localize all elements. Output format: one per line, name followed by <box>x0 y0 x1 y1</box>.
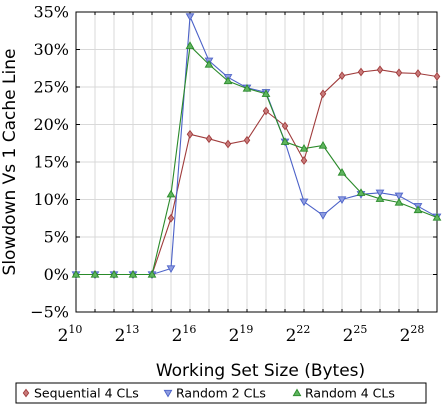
y-tick-label: 35% <box>33 3 69 22</box>
x-tick-exponent: 16 <box>182 323 196 336</box>
x-tick-label: 219 <box>229 323 254 346</box>
data-point <box>280 137 290 145</box>
data-point <box>319 89 327 99</box>
series-group <box>71 13 442 280</box>
series-line <box>76 44 438 276</box>
x-tick-label: 213 <box>115 323 140 346</box>
data-point <box>261 89 271 97</box>
data-point <box>300 156 308 165</box>
x-tick-base: 2 <box>115 326 126 346</box>
x-tick-exponent: 13 <box>125 323 139 336</box>
x-tick-exponent: 25 <box>353 323 367 336</box>
legend-box <box>15 382 427 404</box>
data-point <box>395 68 403 78</box>
data-point <box>223 76 233 85</box>
x-tick-base: 2 <box>343 326 354 346</box>
series-sequential-4-cls <box>72 65 441 279</box>
x-tick-base: 2 <box>172 326 183 346</box>
data-point <box>299 143 309 152</box>
data-point <box>166 265 176 274</box>
y-tick-label: 20% <box>33 115 69 134</box>
x-tick-base: 2 <box>229 326 240 346</box>
data-point <box>413 205 423 214</box>
data-point <box>262 106 270 116</box>
x-tick-base: 2 <box>286 326 297 346</box>
x-tick-exponent: 28 <box>410 323 424 336</box>
legend-marker <box>22 388 30 398</box>
data-point <box>281 121 289 131</box>
data-point <box>432 212 442 221</box>
legend-label: Random 2 CLs <box>176 386 266 401</box>
x-axis-label: Working Set Size (Bytes) <box>156 361 365 381</box>
data-point <box>394 192 404 201</box>
legend-label: Random 4 CLs <box>305 386 395 401</box>
data-point <box>167 213 175 223</box>
y-tick-label: −5% <box>30 303 69 322</box>
data-point <box>71 269 81 278</box>
y-tick-label: 10% <box>33 190 69 209</box>
x-tick-label: 225 <box>343 323 368 346</box>
data-point <box>90 269 100 278</box>
legend-item: Sequential 4 CLs <box>22 386 139 401</box>
data-point <box>433 72 441 81</box>
data-point <box>243 135 251 145</box>
data-point <box>337 196 347 205</box>
data-point <box>166 189 176 198</box>
data-point <box>185 13 195 22</box>
y-tick-label: 30% <box>33 40 69 59</box>
series-line <box>76 69 438 276</box>
data-point <box>338 71 346 81</box>
y-tick-label: 5% <box>44 228 69 247</box>
legend-item: Random 4 CLs <box>292 386 395 401</box>
x-tick-exponent: 10 <box>68 323 82 336</box>
data-point <box>356 188 366 196</box>
data-point <box>318 212 328 220</box>
x-tick-base: 2 <box>400 326 411 346</box>
series-line <box>76 16 438 276</box>
y-tick-label: 0% <box>44 265 69 284</box>
data-point <box>147 269 157 278</box>
legend-marker <box>163 389 173 398</box>
data-point <box>414 69 422 78</box>
data-point <box>318 140 328 149</box>
data-point <box>128 269 138 278</box>
data-point <box>185 41 195 49</box>
y-axis-label: Slowdown Vs 1 Cache Line <box>0 49 20 276</box>
data-point <box>375 189 385 198</box>
axis-ticks: −5%0%5%10%15%20%25%30%35%210 213 216 219 222… <box>30 3 438 346</box>
data-point <box>205 134 213 144</box>
data-point <box>109 269 119 278</box>
data-point <box>357 67 365 77</box>
grid <box>76 12 437 312</box>
x-tick-base: 2 <box>58 326 69 346</box>
data-point <box>394 197 404 206</box>
series-random-2-cls <box>71 13 442 280</box>
data-point <box>375 194 385 202</box>
data-point <box>242 83 252 92</box>
y-tick-label: 25% <box>33 78 69 97</box>
x-tick-label: 222 <box>286 323 311 346</box>
data-point <box>299 198 309 207</box>
legend-label: Sequential 4 CLs <box>34 386 139 401</box>
x-tick-exponent: 19 <box>239 323 253 336</box>
data-point <box>224 139 232 149</box>
x-tick-label: 228 <box>400 323 425 346</box>
series-random-4-cls <box>71 41 442 278</box>
x-tick-label: 210 <box>58 323 83 346</box>
x-tick-label: 216 <box>172 323 197 346</box>
legend-marker <box>292 388 302 397</box>
x-tick-exponent: 22 <box>296 323 310 336</box>
data-point <box>337 167 347 176</box>
legend: Sequential 4 CLs Random 2 CLs Random 4 CLs <box>15 382 427 404</box>
legend-item: Random 2 CLs <box>163 386 266 401</box>
data-point <box>376 65 384 75</box>
data-point <box>186 129 194 139</box>
y-tick-label: 15% <box>33 153 69 172</box>
data-point <box>204 59 214 68</box>
